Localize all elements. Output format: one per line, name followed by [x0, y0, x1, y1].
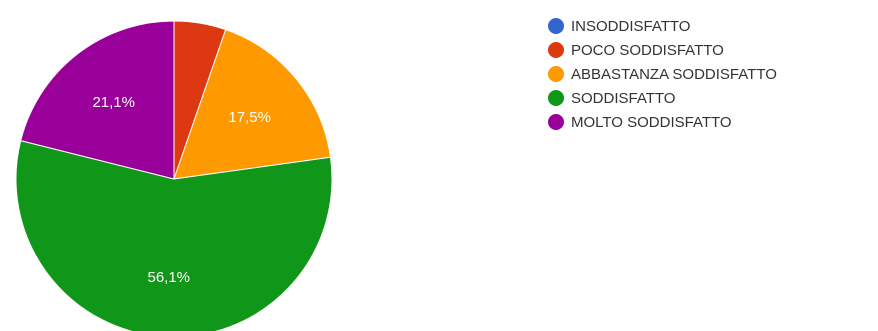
- legend-label: INSODDISFATTO: [571, 17, 691, 35]
- pie-slice-soddisfatto: [15, 140, 333, 331]
- legend-item[interactable]: MOLTO SODDISFATTO: [548, 110, 777, 134]
- slice-data-label: 56,1%: [147, 269, 190, 286]
- legend-swatch: [548, 90, 564, 106]
- pie-slice-molto-soddisfatto: [20, 20, 175, 180]
- legend-item[interactable]: POCO SODDISFATTO: [548, 38, 777, 62]
- legend-label: MOLTO SODDISFATTO: [571, 113, 732, 131]
- legend-swatch: [548, 114, 564, 130]
- legend-label: ABBASTANZA SODDISFATTO: [571, 65, 777, 83]
- pie-slice-abbastanza-soddisfatto: [173, 29, 332, 180]
- slice-data-label: 21,1%: [92, 94, 135, 111]
- slice-data-label: 17,5%: [228, 109, 271, 126]
- legend: INSODDISFATTO POCO SODDISFATTO ABBASTANZA …: [548, 14, 777, 134]
- legend-item[interactable]: ABBASTANZA SODDISFATTO: [548, 62, 777, 86]
- legend-item[interactable]: INSODDISFATTO: [548, 14, 777, 38]
- legend-item[interactable]: SODDISFATTO: [548, 86, 777, 110]
- legend-swatch: [548, 66, 564, 82]
- legend-label: SODDISFATTO: [571, 89, 676, 107]
- legend-label: POCO SODDISFATTO: [571, 41, 724, 59]
- legend-swatch: [548, 42, 564, 58]
- legend-swatch: [548, 18, 564, 34]
